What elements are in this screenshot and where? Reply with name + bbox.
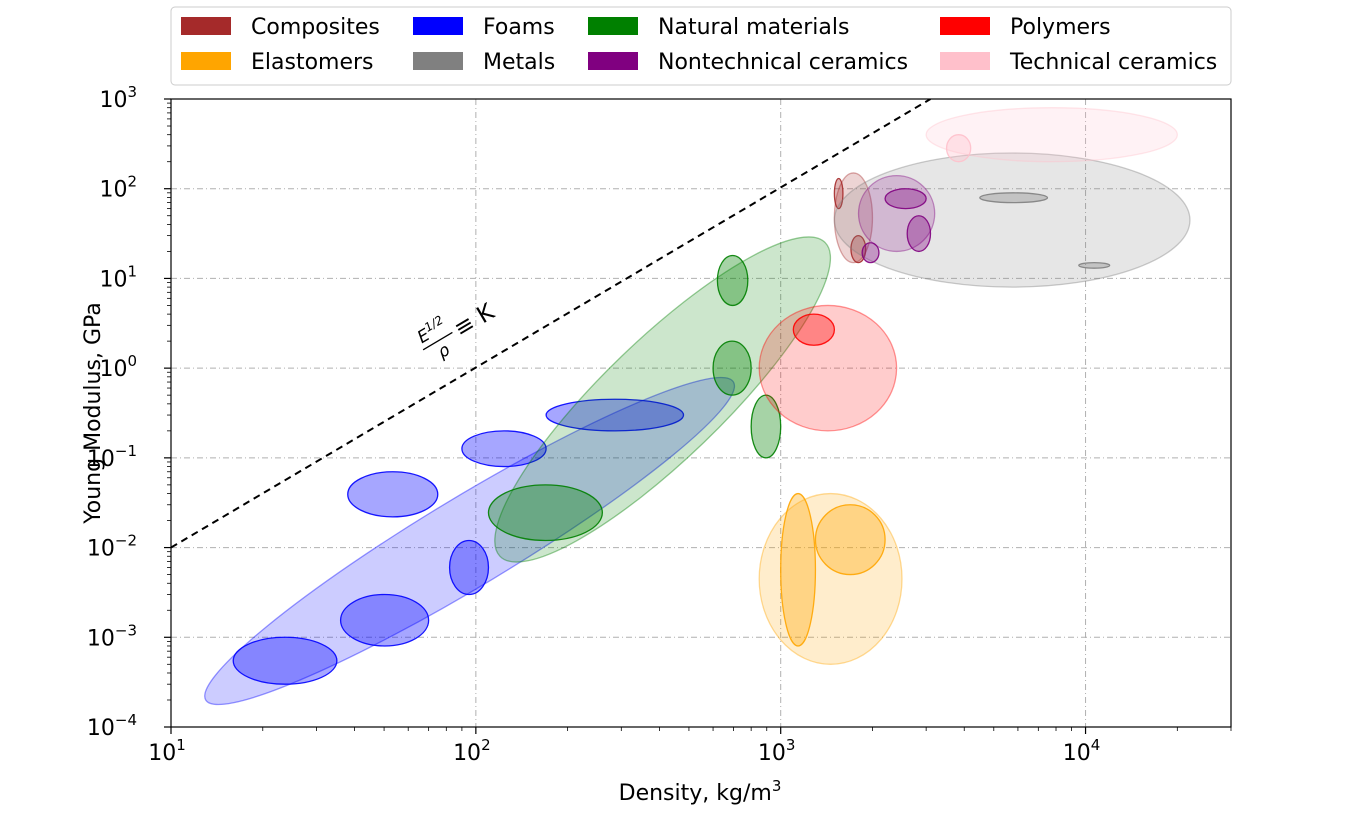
y-axis-label: Young Modulus, GPa xyxy=(81,302,106,524)
legend-swatch-composites xyxy=(181,17,231,35)
region-group-technical-ceramics xyxy=(925,107,1178,163)
material-regions xyxy=(204,107,1191,706)
region-foams xyxy=(461,430,547,468)
y-tick-label: 102 xyxy=(99,173,137,203)
x-axis-label: Density, kg/m3 xyxy=(619,777,782,806)
legend-swatch-foams xyxy=(413,17,463,35)
plot-frame xyxy=(170,98,1232,728)
region-natural-materials xyxy=(750,394,782,459)
x-tick-label: 103 xyxy=(758,736,796,766)
envelope-natural-materials xyxy=(494,236,832,563)
guide-line xyxy=(171,99,931,549)
region-foams xyxy=(339,593,430,647)
region-group-metals xyxy=(833,152,1191,288)
y-tick-label: 103 xyxy=(99,83,137,113)
guide-annotation-denominator: ρ xyxy=(434,340,454,363)
y-tick-label: 101 xyxy=(99,262,137,292)
y-tick-label: 10−1 xyxy=(87,442,137,472)
region-foams xyxy=(347,471,439,518)
region-group-polymers xyxy=(758,304,898,432)
x-tick-label: 104 xyxy=(1063,736,1101,766)
region-group-natural-materials xyxy=(487,236,832,563)
x-axis: 101 102 103 104 xyxy=(148,727,1232,766)
legend-swatch-nontechnical-ceramics xyxy=(588,52,638,70)
y-tick-label: 10−2 xyxy=(87,532,137,562)
envelope-technical-ceramics xyxy=(925,107,1178,163)
region-natural-materials xyxy=(716,254,749,307)
legend-label-foams: Foams xyxy=(483,15,555,40)
region-polymers xyxy=(792,313,836,346)
envelope-polymers xyxy=(758,304,898,432)
legend-label-polymers: Polymers xyxy=(1010,15,1111,40)
region-natural-materials xyxy=(712,340,752,396)
legend-swatch-polymers xyxy=(940,17,990,35)
envelope-elastomers xyxy=(758,492,903,665)
region-elastomers xyxy=(814,504,886,576)
envelope-nontechnical-ceramics xyxy=(857,174,936,253)
legend-label-technical-ceramics: Technical ceramics xyxy=(1009,50,1217,75)
region-elastomers xyxy=(780,492,817,647)
region-foams xyxy=(545,398,685,432)
region-natural-materials xyxy=(487,484,604,542)
legend-label-composites: Composites xyxy=(251,15,380,40)
guide-annotation-fraction-bar xyxy=(422,331,453,351)
x-tick-label: 102 xyxy=(453,736,491,766)
legend-swatch-elastomers xyxy=(181,52,231,70)
y-tick-label: 10−3 xyxy=(87,621,137,651)
y-tick-label: 10−4 xyxy=(87,711,137,741)
y-axis: 10−4 10−3 10−2 10−1 100 101 102 103 xyxy=(87,83,171,741)
region-group-nontechnical-ceramics xyxy=(857,174,936,264)
region-metals xyxy=(1078,261,1111,269)
grid xyxy=(171,99,1231,727)
region-nontechnical-ceramics xyxy=(906,215,932,253)
legend: Composites Foams Natural materials Polymers… xyxy=(170,6,1232,86)
legend-swatch-technical-ceramics xyxy=(940,52,990,70)
legend-swatch-natural-materials xyxy=(588,17,638,35)
guide-annotation: E1/2 ρ ≡ K xyxy=(414,298,500,363)
legend-label-nontechnical-ceramics: Nontechnical ceramics xyxy=(658,50,908,75)
region-group-foams xyxy=(204,376,736,706)
legend-label-natural-materials: Natural materials xyxy=(658,15,849,40)
x-tick-label: 101 xyxy=(148,736,186,766)
envelope-metals xyxy=(833,152,1191,288)
guide-annotation-relation: ≡ K xyxy=(450,298,500,342)
y-tick-label: 100 xyxy=(99,352,137,382)
legend-label-elastomers: Elastomers xyxy=(251,50,374,75)
legend-swatch-metals xyxy=(413,52,463,70)
region-group-elastomers xyxy=(758,492,903,665)
region-technical-ceramics xyxy=(945,134,972,163)
region-composites xyxy=(833,177,844,210)
region-nontechnical-ceramics xyxy=(861,242,880,264)
region-foams xyxy=(448,539,490,596)
legend-label-metals: Metals xyxy=(483,50,555,75)
region-nontechnical-ceramics xyxy=(884,188,927,210)
region-metals xyxy=(979,192,1049,204)
envelope-composites xyxy=(833,172,874,264)
region-foams xyxy=(232,636,338,685)
